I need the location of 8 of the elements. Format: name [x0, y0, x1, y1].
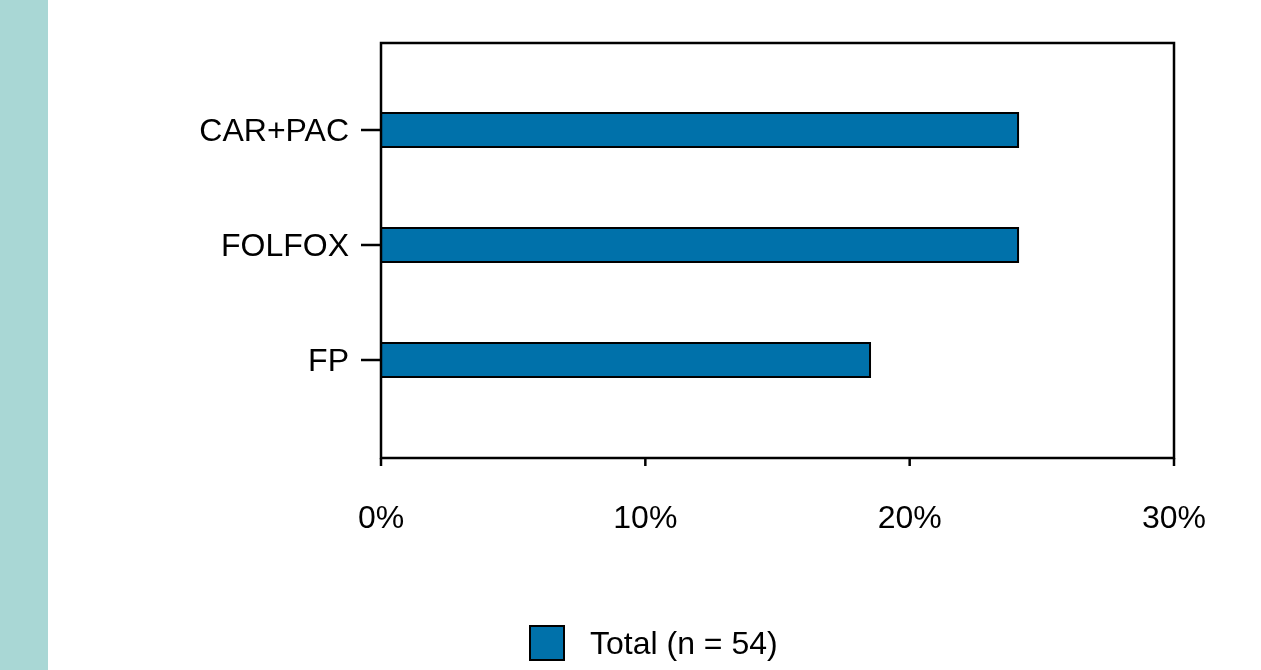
y-tick-label: CAR+PAC: [199, 112, 349, 149]
y-tick-label: FOLFOX: [220, 227, 349, 264]
y-tick-label: FP: [308, 342, 349, 379]
legend-label: Total (n = 54): [590, 625, 778, 662]
x-tick-label: 0%: [357, 499, 405, 535]
x-tick-label: 20%: [877, 499, 942, 535]
x-tick-label: 30%: [1141, 499, 1207, 535]
x-tick-label: 10%: [613, 499, 678, 535]
